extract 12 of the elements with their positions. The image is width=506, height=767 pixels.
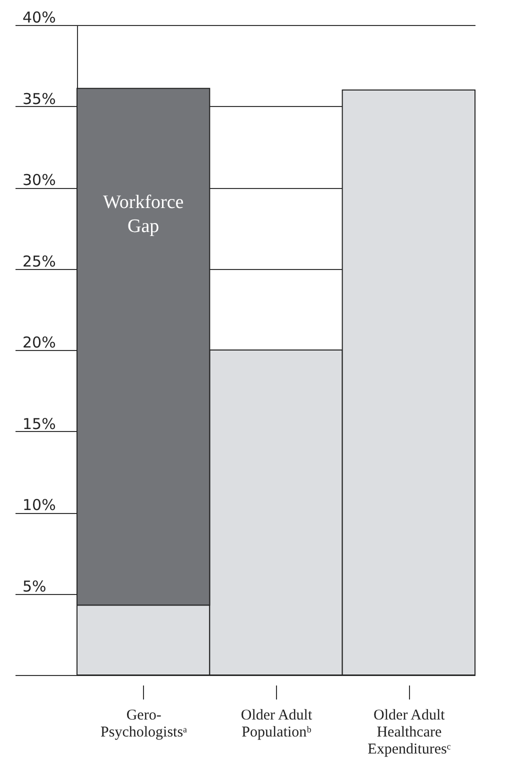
y-tick-label: 40% (22, 8, 56, 26)
x-tick-label: Gero-Psychologistsᵃ (100, 708, 188, 740)
y-tick-label: 20% (22, 334, 56, 352)
series-label: Workforce Gap (102, 192, 184, 238)
y-tick-label: 5% (22, 577, 46, 596)
y-tick-label: 35% (22, 90, 56, 108)
y-tick-label: 10% (22, 496, 56, 514)
y-tick-label: 30% (22, 171, 56, 189)
y-tick-label: 15% (22, 414, 56, 433)
y-tick-label: 25% (22, 252, 56, 270)
x-tick-label: Older Adult Populationᵇ (240, 708, 313, 740)
x-tick-label: Older Adult Healthcare Expendituresᶜ (368, 708, 451, 758)
